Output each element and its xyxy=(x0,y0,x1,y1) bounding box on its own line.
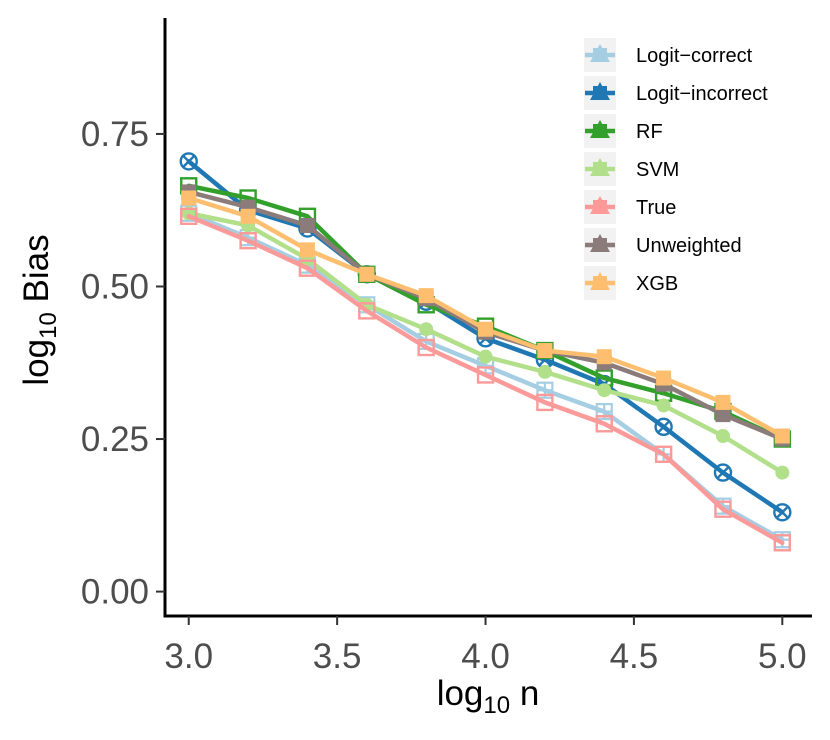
legend-item: SVM xyxy=(584,152,679,186)
data-point xyxy=(181,190,197,206)
series-line xyxy=(186,214,785,546)
data-point xyxy=(715,394,731,410)
legend-item: True xyxy=(584,190,676,224)
data-point xyxy=(714,500,732,518)
x-axis-title-rest: n xyxy=(510,674,539,713)
data-point xyxy=(656,398,671,413)
data-point xyxy=(654,417,673,437)
series-6 xyxy=(181,190,790,444)
axes-layer xyxy=(163,18,812,618)
legend-item: Logit−incorrect xyxy=(584,76,768,110)
legend-label: Unweighted xyxy=(636,235,742,257)
data-point xyxy=(715,407,731,423)
x-tick-label: 3.0 xyxy=(164,637,213,676)
data-point xyxy=(774,428,790,444)
y-axis-title-base: log xyxy=(17,339,56,386)
y-tick-label: 0.75 xyxy=(81,115,149,154)
legend-key-triangle xyxy=(590,82,610,100)
data-point xyxy=(595,415,613,433)
y-tick-label: 0.00 xyxy=(81,573,149,612)
series-5 xyxy=(181,184,790,447)
legend-label: True xyxy=(636,197,676,219)
x-axis-title-base: log xyxy=(437,674,484,713)
legend-key-triangle xyxy=(590,196,610,214)
legend-key-triangle xyxy=(590,120,610,138)
data-point xyxy=(773,503,792,522)
series-3 xyxy=(181,206,790,480)
data-point xyxy=(476,366,495,384)
data-point xyxy=(240,208,256,224)
data-point xyxy=(358,302,376,320)
data-point xyxy=(537,343,553,359)
y-tick-label: 0.50 xyxy=(81,267,149,306)
data-point xyxy=(478,321,494,337)
legend: Logit−correct Logit−incorrect RF SVM True Unw… xyxy=(584,38,768,300)
legend-item: Logit−correct xyxy=(584,38,753,72)
x-tick-label: 4.0 xyxy=(461,637,510,676)
x-tick-label: 3.5 xyxy=(313,637,362,676)
data-point xyxy=(418,288,434,304)
legend-item: RF xyxy=(584,114,663,148)
legend-label: Logit−correct xyxy=(636,45,753,67)
legend-item: Unweighted xyxy=(584,228,742,262)
data-point xyxy=(713,463,733,482)
legend-label: XGB xyxy=(636,273,678,295)
data-point xyxy=(419,322,434,337)
data-point xyxy=(656,370,672,386)
data-point xyxy=(239,232,257,250)
legend-label: RF xyxy=(636,121,663,143)
data-point xyxy=(773,534,792,552)
legend-label: SVM xyxy=(636,159,679,181)
legend-label: Logit−incorrect xyxy=(636,83,768,105)
series-4 xyxy=(180,207,792,552)
data-point xyxy=(537,364,552,379)
data-point xyxy=(299,242,315,258)
data-point xyxy=(596,349,612,365)
y-axis-title: log10 Bias xyxy=(17,234,62,385)
x-axis-title-sub: 10 xyxy=(483,692,510,719)
data-point xyxy=(715,428,730,443)
data-point xyxy=(478,349,493,364)
x-tick-label: 5.0 xyxy=(758,637,807,676)
y-axis-title-sub: 10 xyxy=(35,312,62,339)
data-point xyxy=(597,383,612,398)
data-point xyxy=(179,152,198,171)
legend-key-triangle xyxy=(590,158,610,176)
data-point xyxy=(359,266,375,282)
data-point xyxy=(417,338,435,357)
legend-item: XGB xyxy=(584,266,678,300)
legend-key-triangle xyxy=(590,272,610,290)
data-point xyxy=(775,465,790,480)
legend-key-triangle xyxy=(590,44,610,62)
x-axis-title: log10 n xyxy=(437,674,540,719)
y-axis-title-rest: Bias xyxy=(17,234,56,312)
data-point xyxy=(654,445,673,463)
data-point xyxy=(298,259,317,277)
x-tick-label: 4.5 xyxy=(610,637,659,676)
y-tick-label: 0.25 xyxy=(81,420,149,459)
data-point xyxy=(180,207,198,226)
data-point xyxy=(299,217,315,233)
data-point xyxy=(536,393,554,412)
ticks-layer: 3.0 3.5 4.0 4.5 5.0 0.00 0.25 0.50 0.75 xyxy=(81,115,807,676)
series-layer xyxy=(179,152,792,552)
legend-key-triangle xyxy=(590,234,610,252)
